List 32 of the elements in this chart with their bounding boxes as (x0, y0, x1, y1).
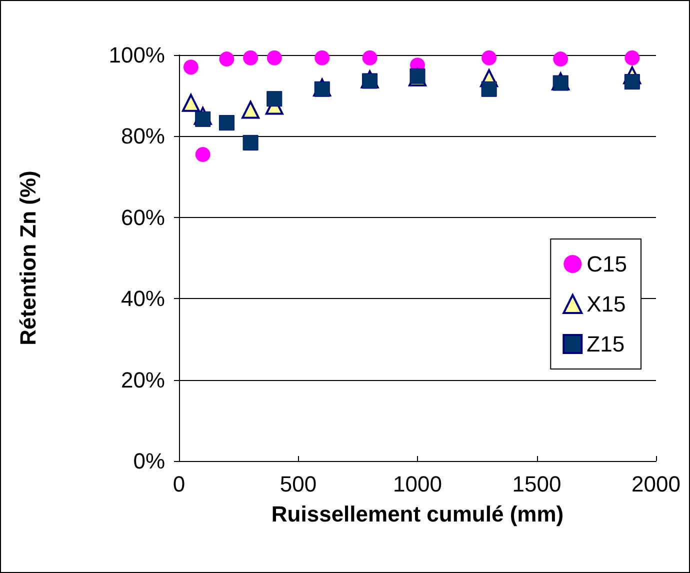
y-tick-label: 60% (120, 204, 165, 230)
x-tick-label: 0 (172, 472, 186, 496)
x-tick-label: 500 (280, 472, 317, 496)
y-tick-label: 100% (108, 42, 165, 68)
x-tick-label: 1000 (393, 472, 442, 496)
x-tick-label: 2000 (632, 472, 680, 496)
point (362, 50, 378, 66)
point (195, 146, 210, 162)
point (242, 134, 258, 150)
y-tick-label: 20% (120, 367, 165, 392)
point (553, 52, 568, 67)
legend-label: X15 (586, 292, 626, 316)
y-axis-title: Rétention Zn (%) (16, 170, 40, 346)
point (482, 50, 497, 66)
y-tick-label: 80% (120, 124, 165, 149)
point (266, 50, 282, 66)
y-tick-label: 0% (133, 448, 165, 474)
point (314, 50, 330, 66)
y-tick-label: 40% (120, 286, 165, 312)
point (481, 81, 497, 97)
point (242, 100, 260, 119)
x-axis-title: Ruissellement cumulé (mm) (271, 502, 564, 526)
legend-label: Z15 (586, 332, 625, 356)
point (624, 50, 640, 66)
legend-label: C15 (586, 252, 627, 276)
point (219, 52, 234, 67)
point (243, 50, 258, 66)
point (182, 94, 200, 112)
point (218, 115, 234, 131)
point (266, 91, 282, 107)
point (183, 60, 198, 75)
x-tick-label: 1500 (512, 472, 562, 496)
